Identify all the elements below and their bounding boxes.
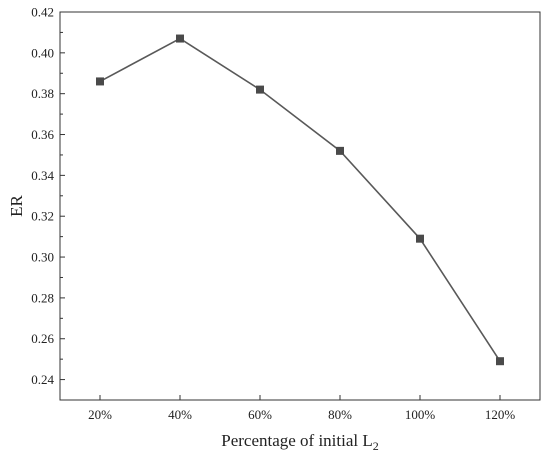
x-axis: 20% 40% 60% 80% 100% 120% xyxy=(88,395,515,422)
plot-frame xyxy=(59,11,541,401)
series-line xyxy=(99,37,501,362)
y-tick-label: 0.30 xyxy=(31,250,54,265)
data-point xyxy=(336,146,344,155)
x-tick-label: 60% xyxy=(248,407,272,422)
y-tick-label: 0.32 xyxy=(31,209,54,224)
x-tick-label: 20% xyxy=(88,407,112,422)
y-tick-label: 0.24 xyxy=(31,372,54,387)
y-tick-label: 0.26 xyxy=(31,331,54,346)
data-point xyxy=(96,77,104,86)
data-point xyxy=(416,234,424,243)
y-tick-label: 0.28 xyxy=(31,290,54,305)
data-point xyxy=(256,85,264,94)
x-tick-label: 80% xyxy=(328,407,352,422)
data-point xyxy=(176,34,184,43)
x-axis-title: Percentage of initial L2 xyxy=(221,431,379,453)
y-axis-title: ER xyxy=(7,194,26,216)
x-axis-title-subscript: 2 xyxy=(373,439,379,453)
y-tick-label: 0.34 xyxy=(31,168,54,183)
data-series xyxy=(96,34,504,366)
x-tick-label: 100% xyxy=(405,407,436,422)
x-tick-label: 120% xyxy=(485,407,516,422)
y-tick-label: 0.38 xyxy=(31,86,54,101)
y-axis: 0.24 0.26 0.28 0.30 0.32 0.34 0.36 0.38 0.40 0.42 xyxy=(31,5,65,387)
y-tick-label: 0.42 xyxy=(31,5,54,20)
y-tick-label: 0.40 xyxy=(31,45,54,60)
y-tick-label: 0.36 xyxy=(31,127,54,142)
data-point xyxy=(496,357,504,366)
x-tick-label: 40% xyxy=(168,407,192,422)
